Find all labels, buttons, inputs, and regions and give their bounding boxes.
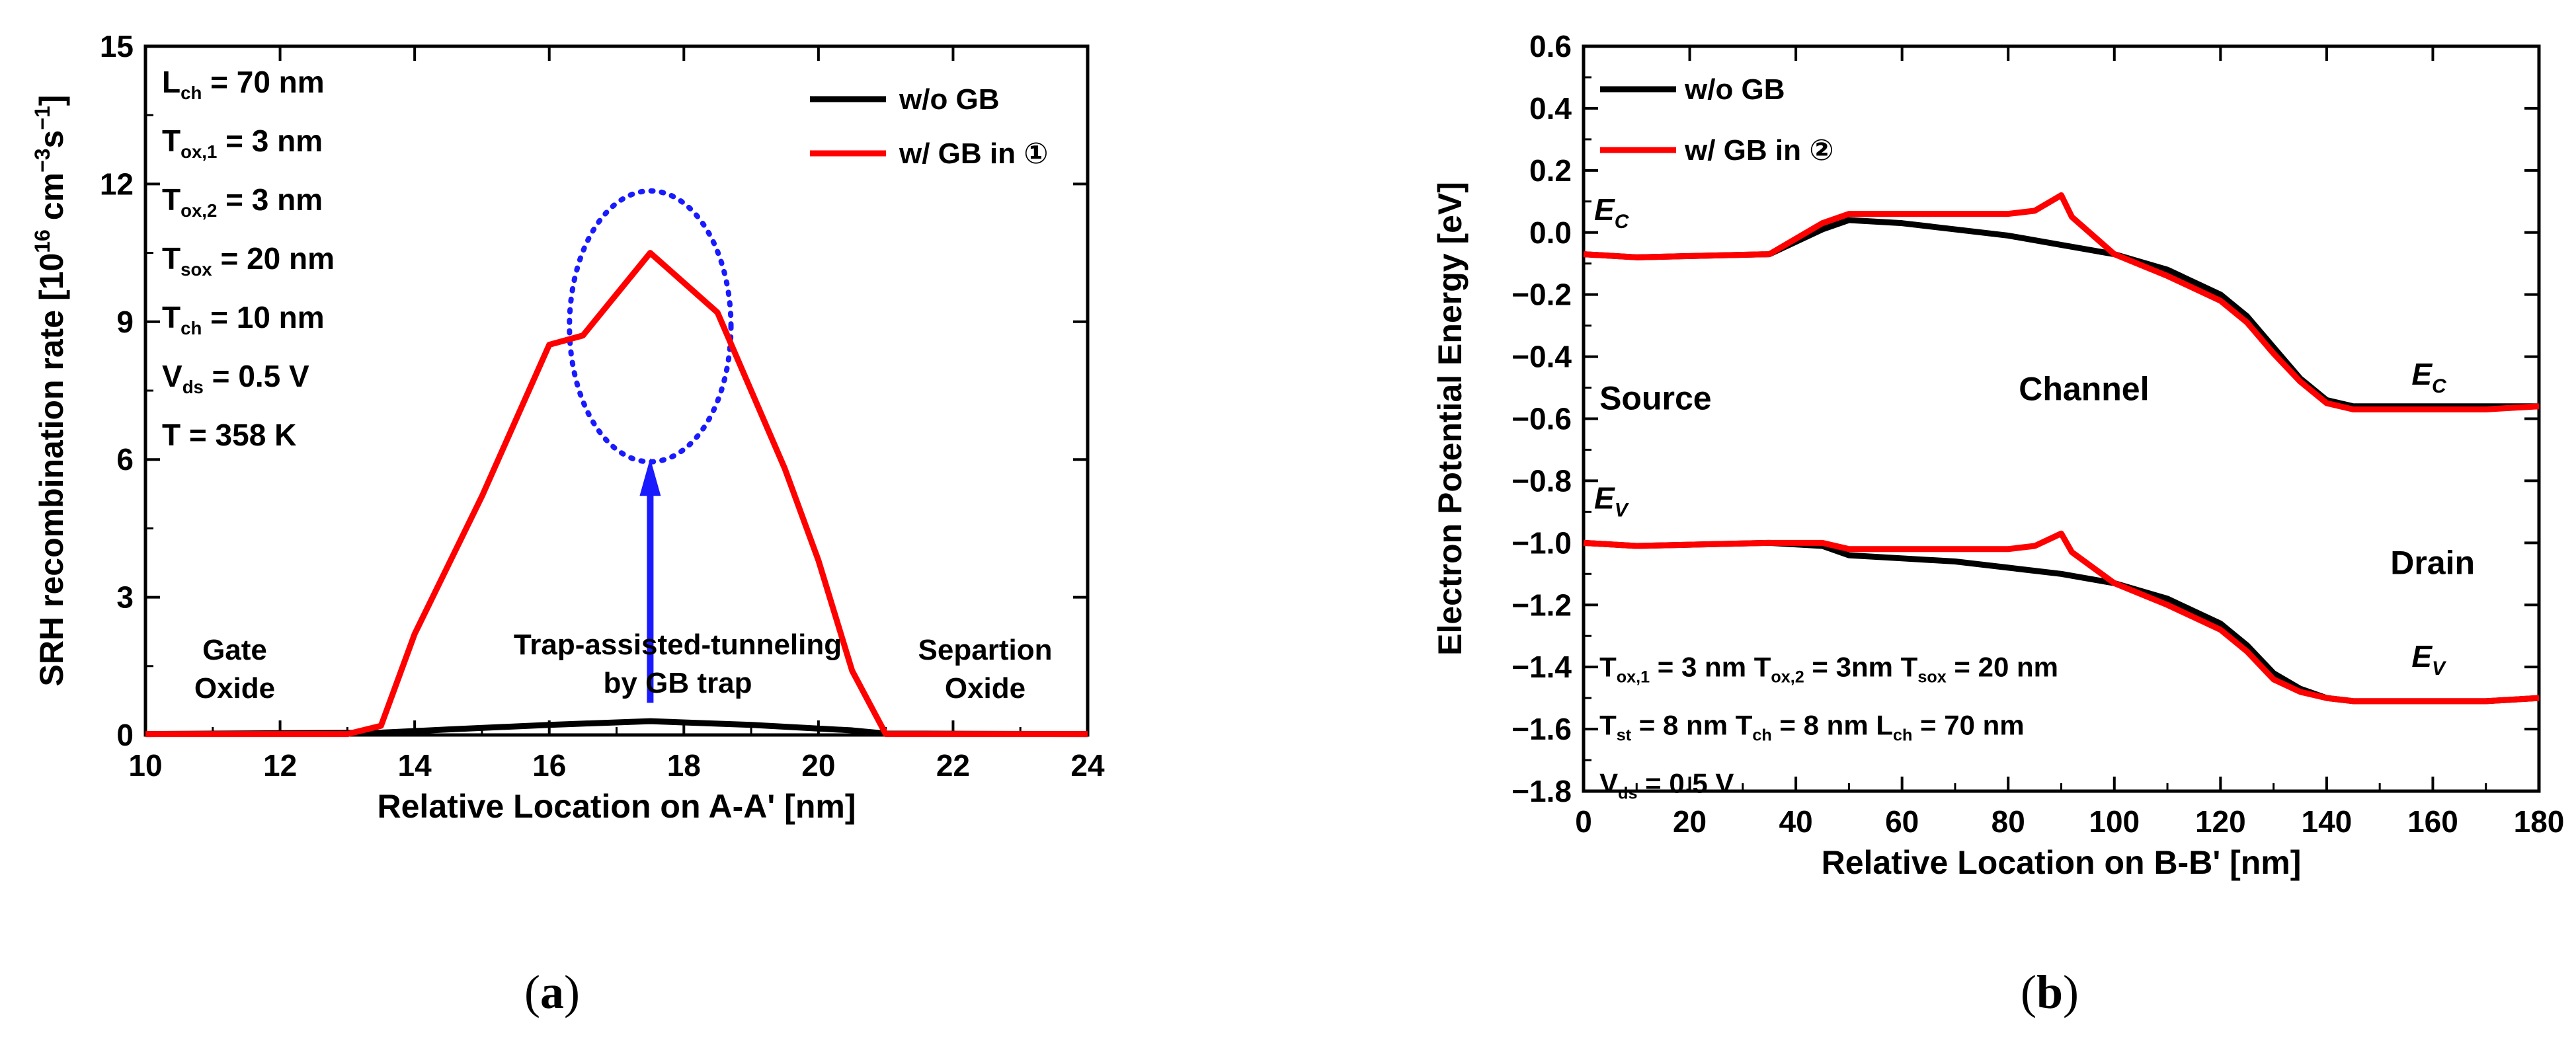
param-a-0: Lch = 70 nm [162, 65, 325, 103]
band-label-1: EC [2411, 357, 2447, 397]
param-a-5: Vds = 0.5 V [162, 359, 309, 397]
y-tick-label-a: 6 [116, 442, 134, 477]
y-tick-label-b: 0.0 [1529, 215, 1572, 250]
caption-b: (b) [2021, 966, 2079, 1019]
y-tick-label-a: 12 [100, 167, 134, 201]
series-line-b-Ec-0 [1583, 217, 2539, 410]
x-tick-label-b: 0 [1575, 804, 1592, 839]
legend-label-a-1: w/ GB in ① [899, 137, 1048, 170]
arrow-head [639, 458, 661, 496]
band-label-3: EV [2411, 639, 2447, 679]
x-tick-label-a: 20 [801, 748, 835, 783]
y-tick-label-b: −0.8 [1511, 463, 1572, 498]
y-tick-label-b: −0.2 [1511, 278, 1572, 312]
separation-oxide-label: Separtion [918, 634, 1053, 666]
region-label-1: Channel [2019, 370, 2149, 407]
x-tick-label-a: 24 [1070, 748, 1105, 783]
gate-oxide-label: Oxide [194, 672, 275, 705]
y-tick-label-b: −1.8 [1511, 774, 1572, 808]
series-line-b-Ev-3 [1583, 530, 2540, 705]
x-tick-label-b: 40 [1779, 804, 1813, 839]
x-tick-label-b: 120 [2195, 804, 2246, 839]
x-tick-label-a: 12 [263, 748, 297, 783]
x-tick-label-b: 140 [2302, 804, 2353, 839]
region-label-0: Source [1599, 379, 1712, 416]
gate-oxide-label: Gate [202, 634, 267, 666]
series-line-a-1 [145, 250, 1088, 738]
separation-oxide-label: Oxide [945, 672, 1026, 705]
x-tick-label-b: 160 [2407, 804, 2458, 839]
x-tick-label-a: 14 [398, 748, 432, 783]
chart-panel-a: 10 12 14 16 18 20 22 24 0 3 6 9 12 15 Relative Locatio… [30, 29, 1105, 825]
y-axis-label-a: SRH recombination rate [1016 cm−3s−1] [30, 95, 70, 687]
param-a-6: T = 358 K [162, 418, 296, 452]
y-tick-label-a: 9 [116, 305, 134, 339]
y-tick-label-b: −1.2 [1511, 588, 1572, 622]
x-tick-label-a: 10 [128, 748, 162, 783]
param-line-b-2: Vds = 0.5 V [1599, 767, 1734, 802]
trap-tunneling-label: by GB trap [604, 667, 752, 699]
caption-a: (a) [524, 966, 580, 1019]
param-a-4: Tch = 10 nm [162, 300, 325, 338]
param-a-1: Tox,1 = 3 nm [162, 124, 323, 162]
trap-tunneling-label: Trap-assisted-tunneling [514, 629, 842, 661]
param-line-b-1: Tst = 8 nm Tch = 8 nm Lch = 70 nm [1599, 709, 2025, 744]
y-tick-label-b: −1.6 [1511, 712, 1572, 746]
y-tick-label-b: −1.0 [1511, 525, 1572, 560]
x-axis-label-a: Relative Location on A-A' [nm] [378, 788, 856, 825]
y-tick-label-b: 0.6 [1529, 29, 1572, 63]
x-tick-label-b: 180 [2514, 804, 2565, 839]
legend-label-b-1: w/ GB in ② [1684, 134, 1833, 167]
chart-panel-b: 0 20 40 60 80 100 120 140 160 180 0.6 0.4 0.2 0.0 −0.2… [1431, 29, 2564, 881]
y-tick-label-b: −0.6 [1511, 402, 1572, 436]
param-a-3: Tsox = 20 nm [162, 241, 335, 280]
y-axis-label-b: Electron Potential Energy [eV] [1431, 182, 1469, 656]
legend-label-a-0: w/o GB [899, 83, 1000, 116]
param-a-2: Tox,2 = 3 nm [162, 182, 323, 221]
x-tick-label-a: 18 [667, 748, 701, 783]
legend-label-b-0: w/o GB [1684, 73, 1785, 106]
y-tick-label-a: 0 [116, 718, 134, 752]
x-tick-label-a: 16 [532, 748, 566, 783]
x-tick-label-a: 22 [936, 748, 970, 783]
region-label-2: Drain [2390, 544, 2475, 581]
series-line-a-0 [145, 718, 1088, 738]
band-label-2: EV [1594, 481, 1630, 521]
x-tick-label-b: 80 [1992, 804, 2025, 839]
y-tick-label-a: 15 [100, 29, 134, 63]
x-tick-label-b: 20 [1673, 804, 1707, 839]
y-tick-label-b: 0.4 [1529, 91, 1572, 126]
x-tick-label-b: 100 [2089, 804, 2140, 839]
param-line-b-0: Tox,1 = 3 nm Tox,2 = 3nm Tsox = 20 nm [1599, 651, 2058, 686]
y-tick-label-b: −1.4 [1511, 650, 1572, 684]
y-tick-label-a: 3 [116, 580, 134, 615]
y-tick-label-b: 0.2 [1529, 153, 1572, 188]
series-line-b-Ec-1 [1583, 192, 2540, 412]
y-tick-label-b: −0.4 [1511, 340, 1572, 374]
x-axis-label-b: Relative Location on B-B' [nm] [1822, 844, 2302, 881]
x-tick-label-b: 60 [1885, 804, 1919, 839]
band-label-0: EC [1594, 192, 1630, 233]
